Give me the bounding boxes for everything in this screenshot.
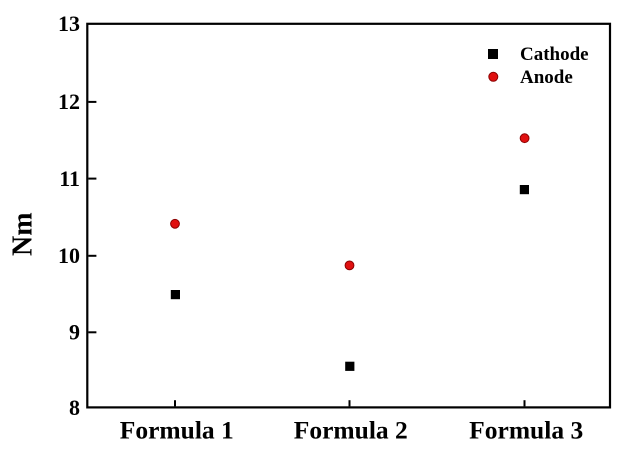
svg-text:9: 9 [69,320,80,345]
svg-text:8: 8 [69,395,80,420]
svg-text:Formula 3: Formula 3 [469,416,583,445]
svg-text:10: 10 [58,243,80,268]
svg-text:12: 12 [58,89,80,114]
svg-text:Anode: Anode [520,67,573,88]
svg-text:11: 11 [59,166,80,191]
svg-text:Formula 1: Formula 1 [120,416,234,445]
svg-text:Cathode: Cathode [520,44,589,65]
svg-text:Formula 2: Formula 2 [294,416,408,445]
svg-text:13: 13 [58,11,80,36]
svg-text:Nm: Nm [8,212,39,256]
